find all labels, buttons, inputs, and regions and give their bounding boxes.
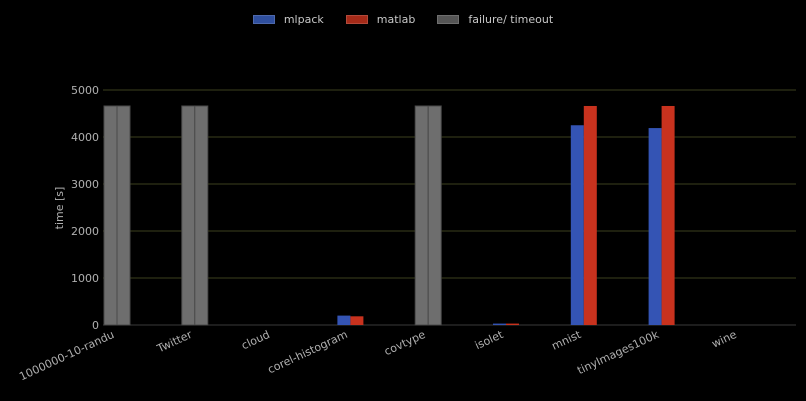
failure-bar-1000000-10-randu-0 — [103, 105, 118, 326]
bar-mlpack-tinyImages100k — [648, 128, 662, 325]
x-tick-label: wine — [710, 328, 739, 351]
legend-item-matlab: matlab — [345, 11, 416, 27]
y-tick-label: 4000 — [71, 131, 99, 144]
failure-bar-covtype-0 — [414, 105, 429, 326]
x-tick-label: cloud — [239, 328, 271, 352]
legend-label-mlpack: mlpack — [283, 12, 324, 26]
bar-matlab-corel-histogram — [350, 316, 364, 325]
chart-legend: mlpack matlab failure/ timeout — [0, 11, 806, 27]
x-tick-label: mnist — [550, 328, 584, 353]
bar-matlab-isolet — [506, 323, 519, 325]
y-tick-label: 0 — [92, 319, 99, 332]
y-tick-label: 3000 — [71, 178, 99, 191]
y-tick-label: 5000 — [71, 84, 99, 97]
bar-matlab-tinyImages100k — [661, 105, 675, 325]
y-tick-label: 1000 — [71, 272, 99, 285]
grid-lines — [103, 89, 796, 326]
legend-swatch-mlpack — [252, 14, 275, 24]
x-tick-label: corel-histogram — [266, 328, 350, 376]
bar-mlpack-corel-histogram — [337, 315, 351, 325]
legend-swatch-matlab — [345, 14, 368, 24]
y-axis-label: time [s] — [53, 187, 66, 230]
legend-label-matlab: matlab — [376, 12, 416, 26]
bar-mlpack-mnist — [570, 125, 584, 325]
x-tick-label: tinyImages100k — [575, 328, 661, 377]
y-tick-label: 2000 — [71, 225, 99, 238]
bar-mlpack-isolet — [493, 323, 506, 325]
x-axis-ticks: 1000000-10-randu Twitter cloudcorel-histog… — [17, 328, 739, 384]
y-axis-ticks: 0 1000 2000 3000 4000 5000 — [71, 84, 99, 332]
x-tick-label: isolet — [473, 328, 506, 353]
failure-bar-Twitter-1 — [194, 105, 209, 326]
legend-swatch-failure — [437, 14, 460, 24]
failure-bar-1000000-10-randu-1 — [116, 105, 131, 326]
x-tick-label: 1000000-10-randu — [17, 328, 116, 383]
failure-bar-covtype-1 — [427, 105, 442, 326]
x-tick-label: Twitter — [154, 328, 194, 356]
failure-bar-Twitter-0 — [181, 105, 196, 326]
legend-item-mlpack: mlpack — [252, 11, 324, 27]
legend-label-failure: failure/ timeout — [468, 12, 554, 26]
bars — [103, 105, 675, 326]
legend-item-failure: failure/ timeout — [437, 11, 553, 27]
x-tick-label: covtype — [382, 328, 427, 358]
bar-matlab-mnist — [583, 105, 597, 325]
